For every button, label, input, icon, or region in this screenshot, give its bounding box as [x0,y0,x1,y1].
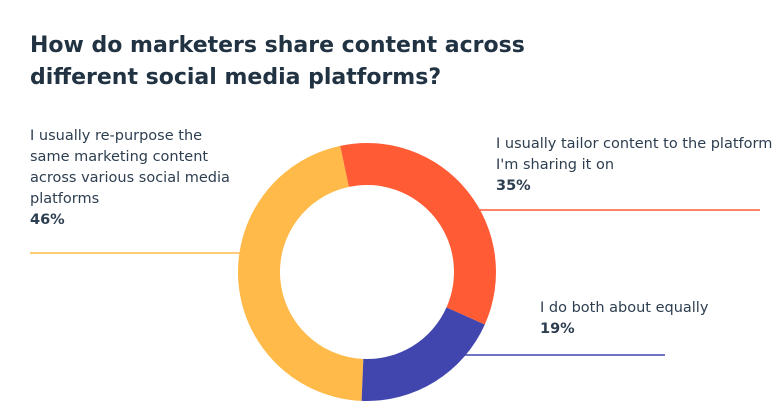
label-repurpose-text: I usually re-purpose the same marketing … [30,128,230,207]
label-both-value: 19% [540,321,575,337]
label-tailor-value: 35% [496,178,531,194]
label-repurpose: I usually re-purpose the same marketing … [30,126,240,231]
label-both-text: I do both about equally [540,300,709,316]
label-tailor: I usually tailor content to the platform… [496,134,776,197]
label-tailor-text: I usually tailor content to the platform… [496,136,773,173]
label-both: I do both about equally 19% [540,298,780,340]
donut-slice-1 [361,307,485,401]
chart-title: How do marketers share content across di… [30,33,525,90]
label-repurpose-value: 46% [30,212,65,228]
donut-slice-0 [340,143,496,325]
donut-slice-2 [238,145,364,401]
